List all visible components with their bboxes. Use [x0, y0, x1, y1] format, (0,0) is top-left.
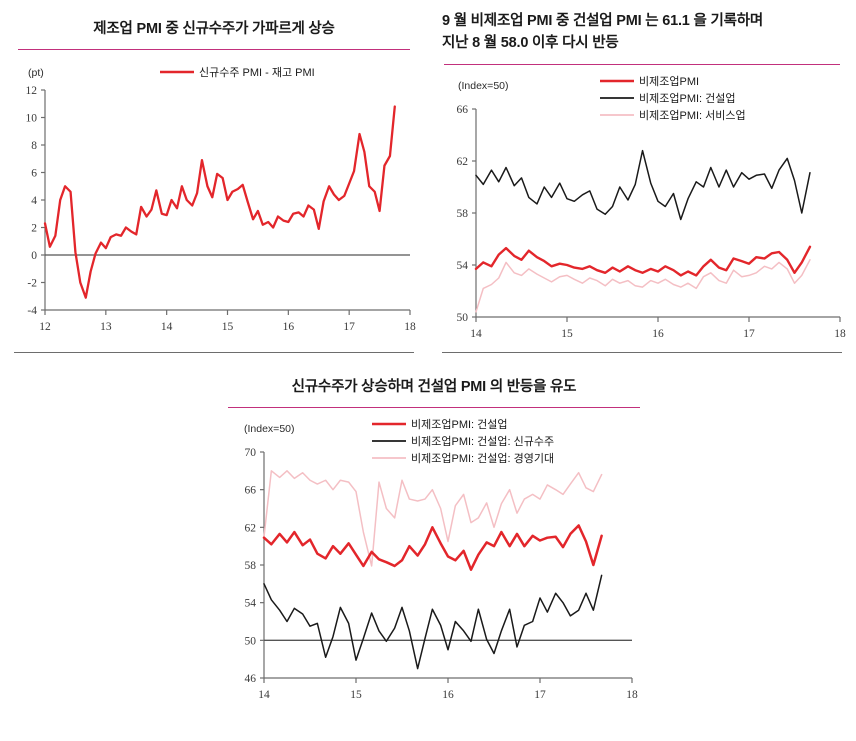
x-axis-tick-label: 15	[222, 321, 234, 333]
chart-panel-construction-new-orders: 신규수주가 상승하며 건설업 PMI 의 반등을 유도 (Index=50) 46…	[214, 368, 654, 741]
panel2-title-rule	[444, 63, 840, 65]
legend-label: 비제조업PMI: 건설업: 경영기대	[411, 452, 554, 465]
y-axis-tick-label: 2	[31, 223, 37, 235]
panel1-title: 제조업 PMI 중 신규수주가 가파르게 상승	[93, 21, 335, 37]
axis-unit-label: (Index=50)	[458, 80, 509, 92]
chart-panel-nonmanufacturing-pmi: 9 월 비제조업 PMI 중 건설업 PMI 는 61.1 을 기록하며 지난 …	[428, 0, 856, 368]
legend-label: 비제조업PMI: 건설업: 신규수주	[411, 435, 554, 448]
series-line	[263, 470, 603, 568]
y-axis-tick-label: 62	[245, 523, 257, 535]
y-axis-tick-label: 4	[31, 195, 37, 207]
x-axis-tick-label: 15	[350, 689, 362, 701]
y-axis-tick-label: 0	[31, 250, 37, 262]
axis-unit-label: (pt)	[28, 67, 44, 79]
y-axis-tick-label: -4	[27, 305, 37, 317]
chart2-plot: (Index=50) 50 54 58 62 66 14 15 16 17 18 비제조업PMI 비제조…	[457, 75, 847, 340]
panel1-title-rule	[18, 49, 410, 51]
legend-label: 비제조업PMI: 서비스업	[639, 109, 746, 122]
legend-label: 비제조업PMI: 건설업	[639, 92, 736, 105]
y-axis-tick-label: 58	[457, 208, 469, 220]
axis-unit-label: (Index=50)	[244, 423, 295, 435]
y-axis-tick-label: 62	[457, 156, 469, 168]
chart-panel-manufacturing-pmi: 제조업 PMI 중 신규수주가 가파르게 상승 (pt) -4 -2 0 2 4 6 8 10 1…	[0, 0, 428, 368]
y-axis-tick-label: 12	[26, 85, 38, 97]
panel2-title: 9 월 비제조업 PMI 중 건설업 PMI 는 61.1 을 기록하며 지난 …	[442, 13, 764, 52]
series-line	[263, 575, 603, 670]
panel3-title: 신규수주가 상승하며 건설업 PMI 의 반등을 유도	[291, 379, 577, 395]
x-axis-tick-label: 18	[626, 689, 638, 701]
y-axis-tick-label: 50	[245, 636, 257, 648]
legend-label: 신규수주 PMI - 재고 PMI	[199, 66, 315, 79]
y-axis-tick-label: 46	[245, 673, 257, 685]
x-axis-tick-label: 14	[470, 328, 482, 340]
panel2-bottom-rule	[442, 352, 842, 353]
y-axis-tick-label: 50	[457, 312, 469, 324]
series-line	[474, 245, 812, 277]
chart1-plot: (pt) -4 -2 0 2 4 6 8 10 12 12 13 14 15 16 17 18 신규수주 PMI …	[26, 66, 417, 333]
x-axis-tick-label: 16	[442, 689, 454, 701]
x-axis-tick-label: 18	[404, 321, 416, 333]
y-axis-tick-label: 54	[457, 260, 469, 272]
y-axis-tick-label: 10	[26, 113, 38, 125]
x-axis-tick-label: 14	[161, 321, 173, 333]
y-axis-tick-label: 70	[245, 447, 257, 459]
y-axis-tick-label: 66	[245, 485, 257, 497]
legend-label: 비제조업PMI	[639, 75, 699, 88]
y-axis-tick-label: 54	[245, 598, 257, 610]
series-line	[262, 524, 603, 572]
y-axis-tick-label: 58	[245, 560, 257, 572]
x-axis-tick-label: 17	[743, 328, 755, 340]
panel3-title-rule	[228, 407, 640, 409]
x-axis-tick-label: 14	[258, 689, 270, 701]
x-axis-tick-label: 16	[283, 321, 295, 333]
x-axis-tick-label: 12	[39, 321, 51, 333]
y-axis-tick-label: 66	[457, 104, 469, 116]
x-axis-tick-label: 18	[834, 328, 846, 340]
x-axis-tick-label: 17	[534, 689, 546, 701]
chart3-plot: (Index=50) 46 50 54 58 62 66 70 14 15 16 17 18 비제조업PM…	[244, 418, 638, 701]
legend-label: 비제조업PMI: 건설업	[411, 418, 508, 431]
y-axis-tick-label: 8	[31, 140, 37, 152]
series-line	[475, 149, 811, 221]
series-line	[475, 258, 811, 313]
x-axis-tick-label: 17	[343, 321, 355, 333]
panel1-bottom-rule	[14, 352, 414, 353]
y-axis-tick-label: 6	[31, 168, 37, 180]
x-axis-tick-label: 13	[100, 321, 112, 333]
y-axis-tick-label: -2	[27, 278, 37, 290]
series-line	[43, 105, 396, 300]
x-axis-tick-label: 15	[561, 328, 573, 340]
x-axis-tick-label: 16	[652, 328, 664, 340]
